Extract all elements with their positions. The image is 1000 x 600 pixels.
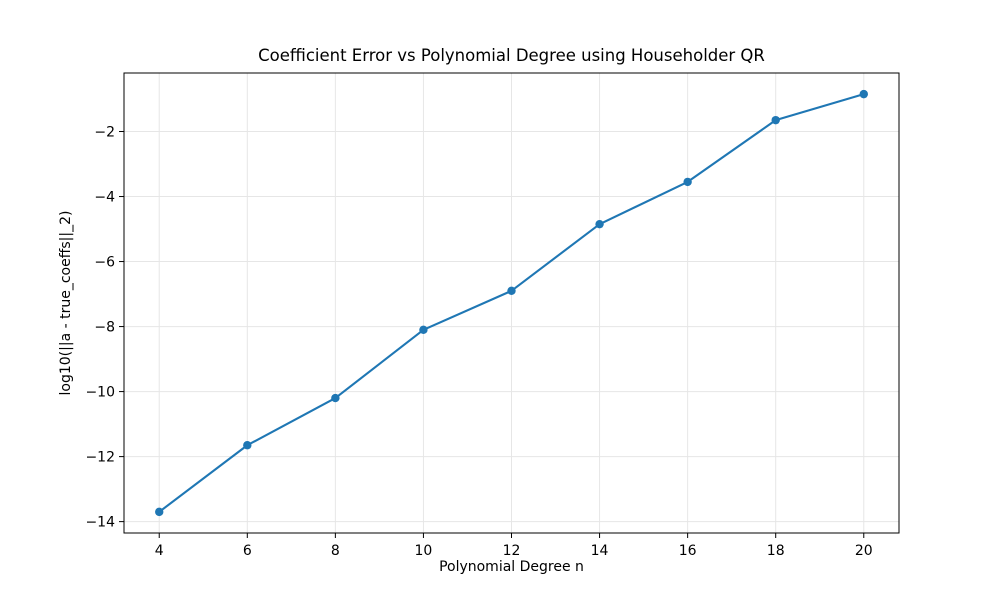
data-point [419,325,428,335]
data-point [859,89,868,99]
x-tick-label: 6 [243,543,252,559]
x-tick-label: 8 [331,543,340,559]
y-tick-label: −6 [94,255,115,271]
data-point [595,219,604,229]
data-point [507,286,516,296]
y-tick-label: −14 [85,515,115,531]
y-tick-label: −8 [94,320,115,336]
x-tick-label: 4 [155,543,164,559]
data-point [331,393,340,403]
data-point [243,441,252,450]
x-tick-label: 10 [415,543,433,559]
x-tick-label: 16 [679,543,697,559]
y-tick-label: −10 [85,385,115,401]
y-tick-label: −4 [94,190,115,206]
data-point [771,115,780,125]
chart-title: Coefficient Error vs Polynomial Degree u… [258,46,765,65]
x-tick-label: 20 [855,543,873,559]
x-tick-label: 18 [767,543,785,559]
x-axis-label: Polynomial Degree n [439,559,584,575]
x-tick-label: 12 [503,543,521,559]
y-tick-label: −12 [85,450,115,466]
data-point [683,177,692,187]
data-point [155,507,164,517]
x-tick-label: 14 [591,543,609,559]
y-tick-label: −2 [94,125,115,141]
